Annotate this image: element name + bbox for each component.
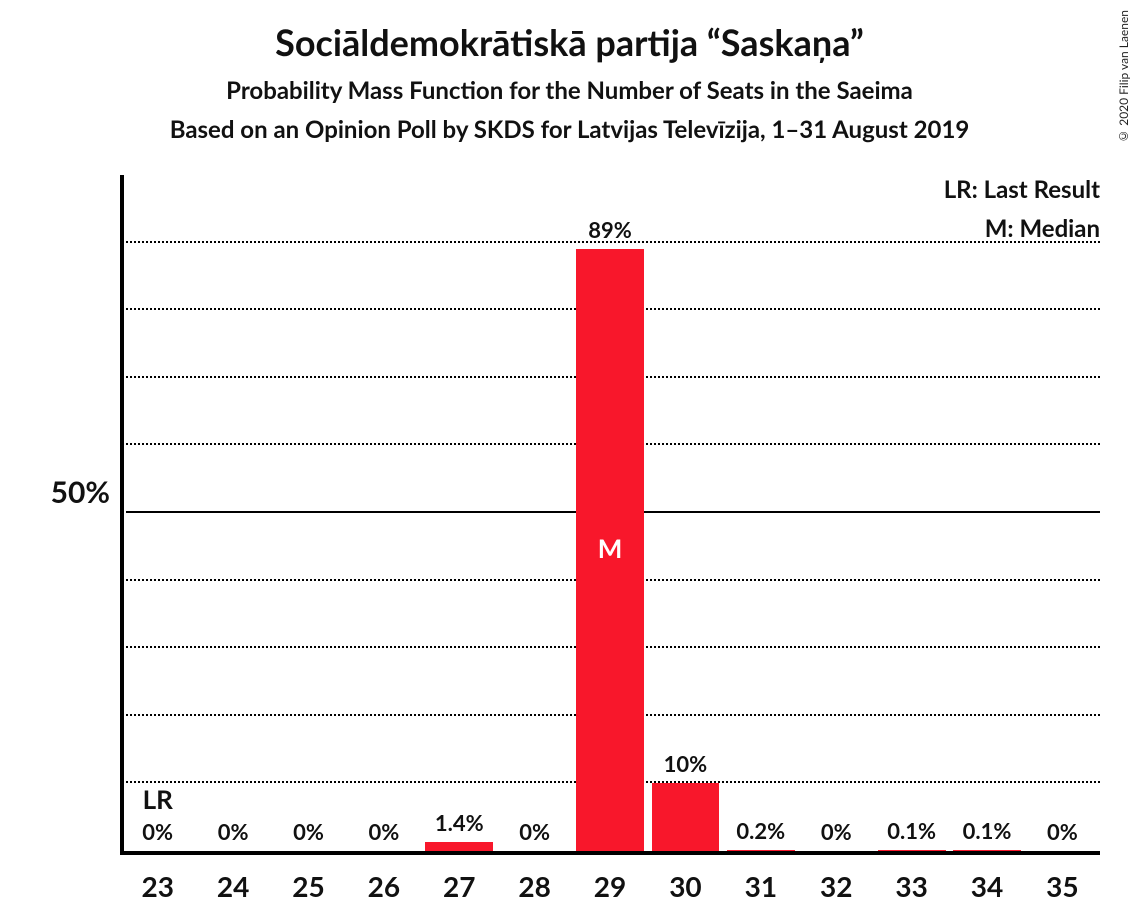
- bar-value-label: 0.2%: [723, 817, 798, 844]
- bar-slot: 0%: [195, 175, 270, 851]
- bar-slot: 89% M: [572, 175, 647, 851]
- x-axis-tick-label: 26: [346, 869, 421, 903]
- chart-plot-area: LR: Last Result M: Median 50% 0%LR0%0%0%…: [120, 175, 1100, 855]
- chart-title: Sociāldemokrātiskā partija “Saskaņa”: [0, 20, 1139, 64]
- bar-value-label: 1.4%: [422, 809, 497, 836]
- bar-slot: 0% LR: [120, 175, 195, 851]
- bar: [953, 850, 1021, 851]
- bar-value-label: 0%: [799, 818, 874, 845]
- x-axis-labels: 23242526272829303132333435: [120, 869, 1100, 903]
- bar-slot: 0%: [1025, 175, 1100, 851]
- x-axis-line: [120, 851, 1100, 855]
- bar-slot: 0.1%: [874, 175, 949, 851]
- x-axis-tick-label: 29: [572, 869, 647, 903]
- bar-slot: 0.2%: [723, 175, 798, 851]
- x-axis-tick-label: 24: [195, 869, 270, 903]
- bar-value-label: 10%: [648, 750, 723, 777]
- bar-value-label: 0%: [195, 818, 270, 845]
- x-axis-tick-label: 28: [497, 869, 572, 903]
- chart-subtitle-1: Probability Mass Function for the Number…: [0, 76, 1139, 105]
- bar: [727, 850, 795, 851]
- chart-container: Sociāldemokrātiskā partija “Saskaņa” Pro…: [0, 0, 1139, 924]
- x-axis-tick-label: 33: [874, 869, 949, 903]
- x-axis-tick-label: 32: [799, 869, 874, 903]
- bar-slot: 10%: [648, 175, 723, 851]
- copyright-text: © 2020 Filip van Laenen: [1116, 10, 1131, 144]
- bar-value-label: 0%: [346, 818, 421, 845]
- x-axis-tick-label: 25: [271, 869, 346, 903]
- bar-value-label: 0%: [1025, 818, 1100, 845]
- bar-value-label: 0%: [497, 818, 572, 845]
- bars-group: 0%LR0%0%0%1.4%0%89%M10%0.2%0%0.1%0.1%0%: [120, 175, 1100, 851]
- bar-slot: 0%: [346, 175, 421, 851]
- bar-slot: 0%: [271, 175, 346, 851]
- x-axis-tick-label: 23: [120, 869, 195, 903]
- x-axis-tick-label: 27: [422, 869, 497, 903]
- bar-value-label: 0%: [271, 818, 346, 845]
- bar-slot: 0.1%: [949, 175, 1024, 851]
- y-axis-tick-label: 50%: [20, 474, 110, 510]
- bar: [878, 850, 946, 851]
- bar-value-label: 0%: [120, 818, 195, 845]
- bar-marker: LR: [120, 783, 195, 815]
- bar-marker: M: [572, 532, 647, 564]
- bar-value-label: 89%: [572, 216, 647, 243]
- x-axis-tick-label: 30: [648, 869, 723, 903]
- x-axis-tick-label: 34: [949, 869, 1024, 903]
- x-axis-tick-label: 31: [723, 869, 798, 903]
- title-block: Sociāldemokrātiskā partija “Saskaņa” Pro…: [0, 0, 1139, 144]
- chart-subtitle-2: Based on an Opinion Poll by SKDS for Lat…: [0, 115, 1139, 144]
- bar-slot: 0%: [497, 175, 572, 851]
- bar: [425, 842, 493, 851]
- bar-value-label: 0.1%: [874, 817, 949, 844]
- bar: [652, 783, 720, 851]
- bar-slot: 1.4%: [422, 175, 497, 851]
- bar-value-label: 0.1%: [949, 817, 1024, 844]
- x-axis-tick-label: 35: [1025, 869, 1100, 903]
- bar-slot: 0%: [799, 175, 874, 851]
